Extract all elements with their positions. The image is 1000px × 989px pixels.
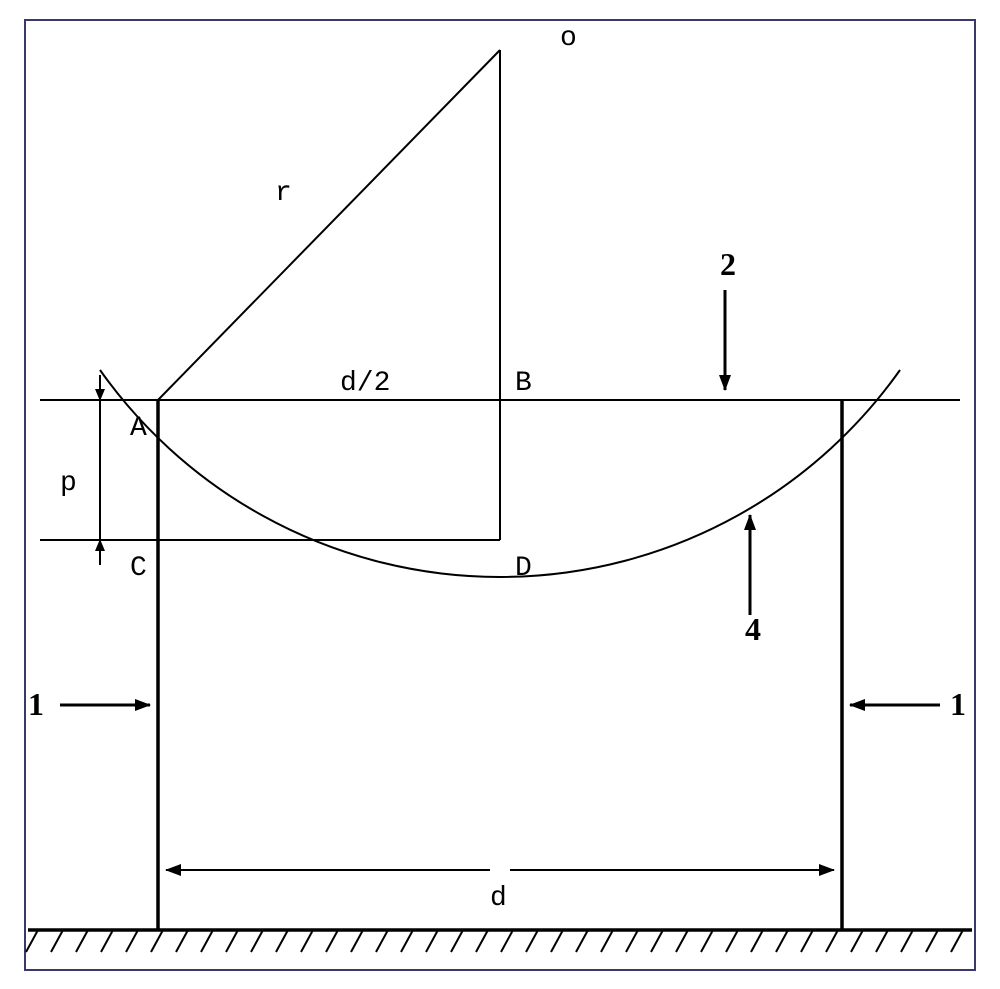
label-D: D [515,553,532,584]
ground-hatch [201,930,213,952]
ground-hatch [926,930,938,952]
ground-hatch [751,930,763,952]
ground-hatch [426,930,438,952]
geometry-diagram: o r d/2 B Ap C Dd 1 1 2 4 [0,0,1000,989]
ground-hatch [826,930,838,952]
ground-hatch [226,930,238,952]
label-d-half: d/2 [340,368,390,399]
ground-hatch [176,930,188,952]
ground-hatch [101,930,113,952]
label-A: A [130,413,147,444]
label-1-right: 1 [950,686,966,722]
ground-hatch [26,930,38,952]
ground-hatch [951,930,963,952]
ground-hatch [376,930,388,952]
ground-hatch [851,930,863,952]
ground-hatch [676,930,688,952]
label-r: r [275,178,292,209]
ground-hatch [726,930,738,952]
diagram-layer: o r d/2 B Ap C Dd 1 1 2 4 [25,20,975,970]
label-d: d [490,883,507,914]
ground-hatch [701,930,713,952]
ground-hatch [326,930,338,952]
ground-hatch [776,930,788,952]
ground-hatch [501,930,513,952]
ground-hatch [276,930,288,952]
label-B: B [515,368,532,399]
ground-hatch [626,930,638,952]
ground-hatch [401,930,413,952]
ground-hatch [801,930,813,952]
ground-hatch [526,930,538,952]
label-4: 4 [745,611,761,647]
ground-hatch [601,930,613,952]
ground-hatch [76,930,88,952]
ground-hatch [451,930,463,952]
label-C: C [130,553,147,584]
ground-hatch [551,930,563,952]
label-2: 2 [720,246,736,282]
ground-hatch [126,930,138,952]
ground-hatch [301,930,313,952]
ground-hatch [651,930,663,952]
ground-hatch [51,930,63,952]
ground-hatch [151,930,163,952]
label-o: o [560,23,577,54]
label-1-left: 1 [28,686,44,722]
ground-hatch [576,930,588,952]
line-oA-radius [158,50,500,400]
ground-hatch [876,930,888,952]
ground-hatch [351,930,363,952]
ground-hatch [251,930,263,952]
label-p: p [60,468,77,499]
ground-hatch [476,930,488,952]
ground-hatch [901,930,913,952]
